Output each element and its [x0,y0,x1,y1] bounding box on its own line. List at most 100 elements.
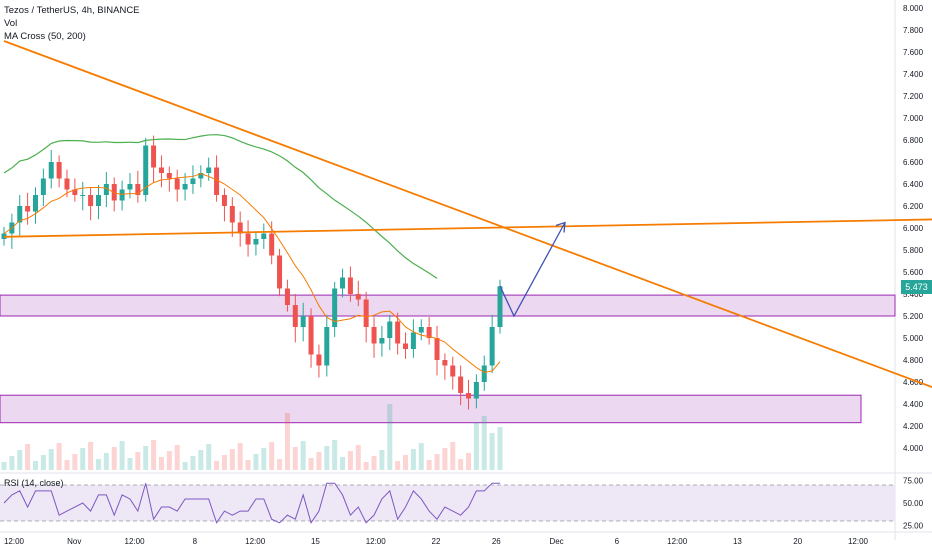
candle-body [111,184,117,201]
candle-body [198,173,204,179]
candle-body [489,327,495,366]
candle-body [347,277,353,294]
y-tick-label: 7.200 [903,92,924,101]
candle-body [253,239,259,245]
volume-bar [80,448,86,470]
y-tick-label: 5.000 [903,334,924,343]
candle-body [40,178,46,195]
candle-body [426,327,432,338]
volume-bar [214,461,220,470]
volume-bar [198,450,204,470]
volume-bar [166,451,172,470]
candle-body [206,167,212,173]
volume-bar [190,456,196,470]
candle-body [119,189,125,201]
volume-bar [182,462,188,470]
y-tick-label: 6.200 [903,202,924,211]
volume-bar [347,451,353,470]
ma50-line [3,173,501,373]
candle-body [473,382,479,399]
volume-bar [111,447,117,470]
candle-body [395,321,401,344]
candle-body [481,365,487,382]
volume-bar [103,453,109,470]
volume-bar [17,450,23,470]
y-tick-label: 7.000 [903,114,924,123]
projection-arrowhead [555,221,566,233]
volume-bar [316,452,322,470]
projection-path [499,222,566,318]
volume-bar [403,455,409,470]
candle-body [221,195,227,206]
volume-bar [410,449,416,470]
y-tick-label: 4.600 [903,378,924,387]
candle-body [174,178,180,190]
candle-body [88,195,94,206]
rsi-line [3,482,500,524]
y-tick-label: 4.000 [903,444,924,453]
y-tick-label: 5.800 [903,246,924,255]
volume-bar [292,447,298,470]
rsi-legend[interactable]: RSI (14, close) [4,478,64,488]
x-tick-label: 12:00 [366,537,387,546]
y-tick-label: 7.400 [903,70,924,79]
support-zone-2 [0,394,862,424]
volume-bar [127,458,133,470]
y-tick-label: 7.600 [903,48,924,57]
candle-body [17,206,23,223]
volume-bar [466,453,472,470]
y-tick-label: 5.600 [903,268,924,277]
ma200-line [3,134,438,279]
volume-bar [395,461,401,470]
volume-bar [489,433,495,470]
chart-legend: Tezos / TetherUS, 4h, BINANCE Vol MA Cro… [4,4,140,43]
y-tick-label: 6.400 [903,180,924,189]
volume-bar [324,446,330,470]
candle-body [72,189,78,195]
volume-bar [473,422,479,470]
volume-bar [174,445,180,470]
x-tick-label: 12:00 [848,537,869,546]
candle-body [158,167,164,173]
candle-body [245,233,251,245]
candle-body [127,184,133,190]
volume-bar [64,460,70,470]
y-tick-label: 4.200 [903,422,924,431]
volume-bar [332,440,338,470]
volume-bar [1,462,7,470]
y-tick-label: 5.200 [903,312,924,321]
volume-bar [151,440,157,470]
candle-body [229,206,235,223]
candle-body [32,195,38,212]
legend-vol[interactable]: Vol [4,18,18,29]
volume-bar [261,448,267,470]
volume-bar [206,444,212,470]
x-tick-label: Dec [549,537,563,546]
candle-body [64,178,70,190]
volume-bar [72,454,78,470]
y-tick-label: 6.600 [903,158,924,167]
volume-bar [245,460,251,470]
candle-body [214,167,220,195]
candle-body [410,332,416,349]
last-price-badge: 5.473 [901,280,932,294]
volume-bar [88,442,94,470]
volume-bar [442,448,448,470]
candle-body [56,162,62,179]
legend-symbol[interactable]: Tezos / TetherUS, 4h, BINANCE [4,5,140,16]
volume-bar [119,441,125,470]
y-tick-label: 8.000 [903,4,924,13]
legend-ma-cross[interactable]: MA Cross (50, 200) [4,31,86,42]
trendline-1 [3,40,932,389]
x-tick-label: 22 [432,537,441,546]
candle-body [166,173,172,179]
candle-body [95,195,101,206]
x-tick-label: 26 [492,537,501,546]
volume-bar [135,452,141,470]
candle-body [261,233,267,239]
candle-body [48,162,54,179]
rsi-tick-label: 50.00 [903,499,924,508]
candle-body [418,327,424,333]
